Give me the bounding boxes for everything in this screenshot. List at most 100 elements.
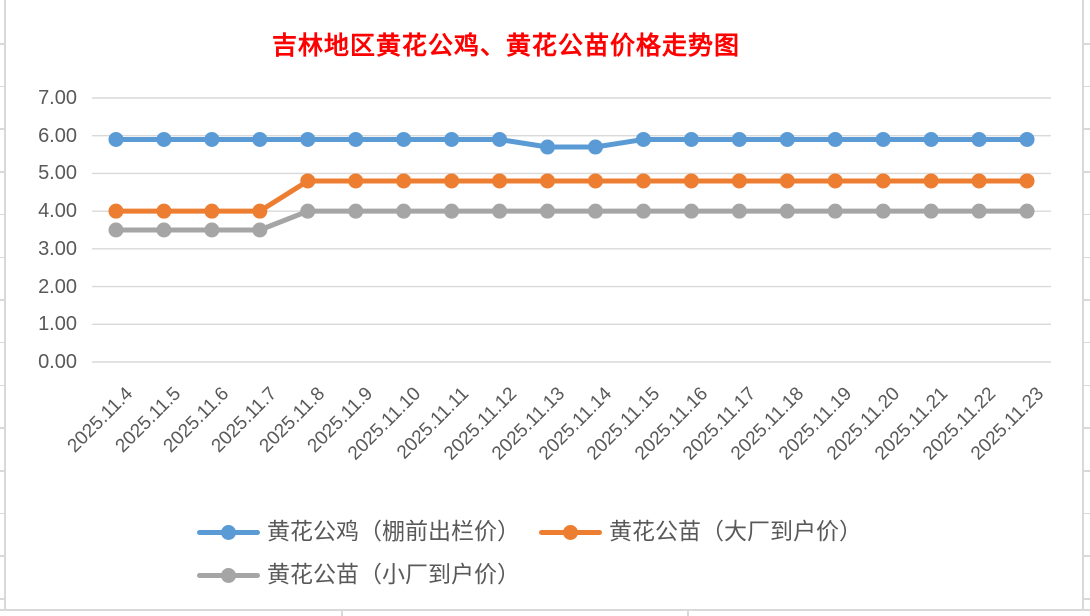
sheet-gridline [0,85,4,88]
y-tick-label: 3.00 [38,237,77,260]
data-point [252,203,268,219]
data-point [1019,203,1035,219]
series-line [113,136,1030,150]
data-point [923,173,939,189]
sheet-gridline [0,213,4,216]
data-point [731,173,747,189]
sheet-gridline [4,0,6,610]
sheet-gridline [1084,171,1090,173]
sheet-gridline [1084,512,1090,515]
data-point [444,203,460,219]
y-tick-label: 0.00 [38,351,77,373]
data-point [396,173,412,189]
sheet-gridline [1084,427,1090,429]
data-point [827,173,843,189]
legend-row: 黄花公鸡（棚前出栏价） 黄花公苗（大厂到户价） [197,519,862,545]
data-point [635,203,651,219]
sheet-gridline [0,171,4,173]
y-tick-label: 6.00 [38,124,77,147]
data-point [827,203,843,219]
data-point [300,173,316,189]
data-point [731,203,747,219]
sheet-gridline [1084,470,1090,472]
data-point [731,131,747,147]
data-point [875,173,891,189]
sheet-gridline [0,512,4,515]
sheet-gridline [0,256,4,258]
data-point [635,173,651,189]
data-point [635,131,651,147]
sheet-gridline [0,609,1090,611]
data-point [971,203,987,219]
data-point [923,203,939,219]
legend-item[interactable]: 黄花公苗（小厂到户价） [197,562,520,588]
sheet-gridline [0,384,4,387]
sheet-gridline [1084,213,1090,216]
data-point [827,131,843,147]
data-point [540,173,556,189]
sheet-gridline [687,611,689,616]
data-point [108,222,124,238]
data-point [204,131,220,147]
data-point [683,131,699,147]
data-point [683,203,699,219]
data-point [252,131,268,147]
data-point [875,203,891,219]
data-point [300,203,316,219]
sheet-gridline [1084,384,1090,387]
data-point [923,131,939,147]
data-point [396,203,412,219]
sheet-gridline [1084,85,1090,88]
data-point [971,131,987,147]
y-tick-label: 2.00 [38,275,77,298]
data-point [156,203,172,219]
data-point [492,173,508,189]
y-tick-label: 4.00 [38,200,77,223]
data-point [875,131,891,147]
data-point [587,173,603,189]
data-point [444,173,460,189]
sheet-gridline [1084,43,1090,45]
data-point [1019,173,1035,189]
data-point [156,222,172,238]
sheet-gridline [0,341,4,344]
data-point [252,222,268,238]
sheet-gridline [0,470,4,472]
sheet-gridline [1082,0,1084,610]
legend-item[interactable]: 黄花公鸡（棚前出栏价） [197,519,520,545]
data-point [108,203,124,219]
data-point [396,131,412,147]
data-point [348,203,364,219]
legend-label: 黄花公鸡（棚前出栏价） [267,519,520,544]
price-trend-chart[interactable] [6,0,1083,610]
legend-item[interactable]: 黄花公苗（大厂到户价） [539,519,862,545]
data-point [779,131,795,147]
data-point [587,139,603,155]
series-line [113,208,1030,233]
data-point [971,173,987,189]
legend-marker-icon [539,524,602,540]
sheet-gridline [341,611,343,616]
data-point [300,131,316,147]
sheet-gridline [1084,555,1090,557]
data-point [540,139,556,155]
sheet-gridline [1084,256,1090,258]
legend-marker-icon [197,524,260,540]
series-line [113,178,1030,214]
data-point [348,131,364,147]
data-point [540,203,556,219]
data-point [108,131,124,147]
sheet-gridline [1084,598,1090,600]
data-point [204,222,220,238]
chart-title: 吉林地区黄花公鸡、黄花公苗价格走势图 [271,33,740,60]
sheet-gridline [0,43,4,45]
y-tick-label: 5.00 [38,162,77,185]
y-tick-label: 1.00 [38,313,77,336]
legend-label: 黄花公苗（大厂到户价） [609,519,862,544]
sheet-gridline [0,555,4,557]
y-tick-label: 7.00 [38,87,77,109]
sheet-gridline [1084,128,1090,130]
data-point [779,173,795,189]
legend-label: 黄花公苗（小厂到户价） [267,562,520,587]
